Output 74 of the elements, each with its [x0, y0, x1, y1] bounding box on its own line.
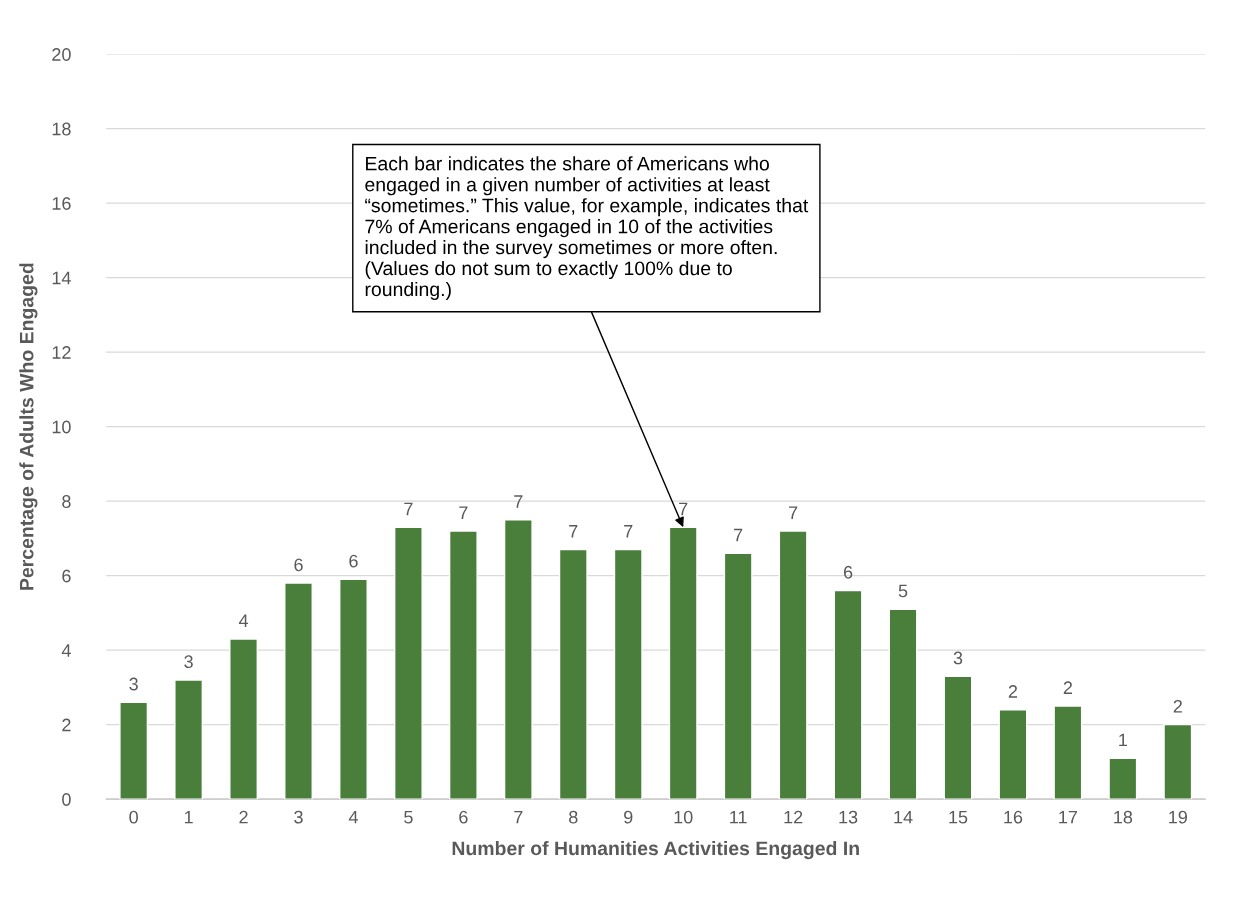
bar: [778, 530, 808, 800]
x-tick-label: 2: [239, 810, 248, 824]
x-tick-label: 6: [459, 810, 468, 824]
bar: [393, 526, 423, 800]
data-label: 3: [184, 655, 193, 669]
bar: [1108, 757, 1138, 800]
data-label: 1: [1119, 733, 1127, 747]
data-label: 6: [843, 565, 853, 579]
bar: [888, 608, 918, 800]
data-label: 3: [129, 677, 138, 691]
data-label: 3: [953, 651, 963, 665]
data-label: 7: [789, 506, 798, 519]
x-tick-label: 11: [730, 810, 747, 824]
bar: [998, 709, 1028, 800]
bar: [723, 552, 753, 800]
bar: [503, 519, 533, 800]
annotation: Each bar indicates the share of Americans who engaged in a given number of activities at least “sometimes.” This value, for example, indicates that 7% of Americans engaged in 10 of the activities included in the survey sometimes or more often. (Values do not sum to exactly 100% due to rounding.): [365, 156, 809, 301]
x-tick-label: 7: [514, 810, 523, 824]
data-label: 7: [734, 528, 743, 542]
data-label: 7: [514, 495, 523, 508]
y-tick-label: 8: [62, 495, 71, 508]
bar: [1163, 723, 1193, 800]
y-tick-label: 14: [52, 271, 71, 285]
x-tick-label: 14: [894, 810, 913, 824]
bar: [833, 589, 863, 800]
x-tick-label: 3: [294, 810, 303, 824]
data-label: 7: [624, 525, 633, 538]
x-tick-label: 10: [674, 810, 693, 824]
x-tick-label: 18: [1114, 810, 1133, 824]
y-tick-label: 12: [52, 346, 71, 359]
x-tick-label: 13: [839, 810, 858, 824]
data-label: 4: [238, 614, 249, 627]
data-label: 2: [1008, 685, 1018, 698]
data-label: 7: [459, 506, 468, 519]
bar: [339, 578, 368, 800]
x-tick-label: 5: [404, 810, 413, 824]
x-tick-label: 8: [569, 810, 578, 824]
data-label: 7: [569, 525, 578, 538]
bar: [613, 548, 643, 800]
x-tick-label: 4: [348, 810, 358, 824]
data-label: 5: [898, 584, 908, 598]
bar: [174, 679, 204, 800]
data-label: 7: [679, 502, 688, 516]
x-axis-title: Number of Humanities Activities Engaged In: [452, 840, 859, 860]
data-label: 6: [349, 554, 358, 568]
x-tick-label: 15: [949, 810, 968, 824]
bar: [284, 582, 313, 800]
x-tick-label: 0: [129, 810, 138, 824]
x-tick-label: 1: [184, 810, 193, 824]
y-tick-label: 10: [52, 420, 71, 434]
x-tick-label: 19: [1169, 810, 1187, 824]
y-tick-label: 20: [52, 48, 71, 61]
x-tick-label: 17: [1059, 810, 1078, 824]
data-label: 7: [404, 502, 413, 516]
x-tick-label: 9: [624, 810, 633, 824]
y-tick-label: 18: [52, 122, 71, 136]
bar: [229, 638, 258, 800]
y-axis-title: Percentage of Adults Who Engaged: [19, 263, 38, 590]
data-label: 6: [294, 558, 303, 572]
bar: [558, 548, 588, 800]
y-tick-label: 16: [52, 197, 71, 210]
x-tick-label: 16: [1004, 810, 1023, 824]
bar: [119, 701, 149, 800]
data-label: 2: [1063, 681, 1073, 694]
bar: [668, 526, 698, 800]
bar: [448, 530, 478, 800]
y-tick-label: 4: [61, 644, 71, 657]
x-tick-label: 12: [784, 810, 803, 824]
y-tick-label: 0: [62, 793, 71, 806]
y-tick-label: 2: [62, 718, 71, 732]
bar: [1053, 705, 1083, 800]
data-label: 2: [1173, 699, 1182, 713]
bar: [943, 675, 973, 800]
y-tick-label: 6: [62, 569, 71, 583]
